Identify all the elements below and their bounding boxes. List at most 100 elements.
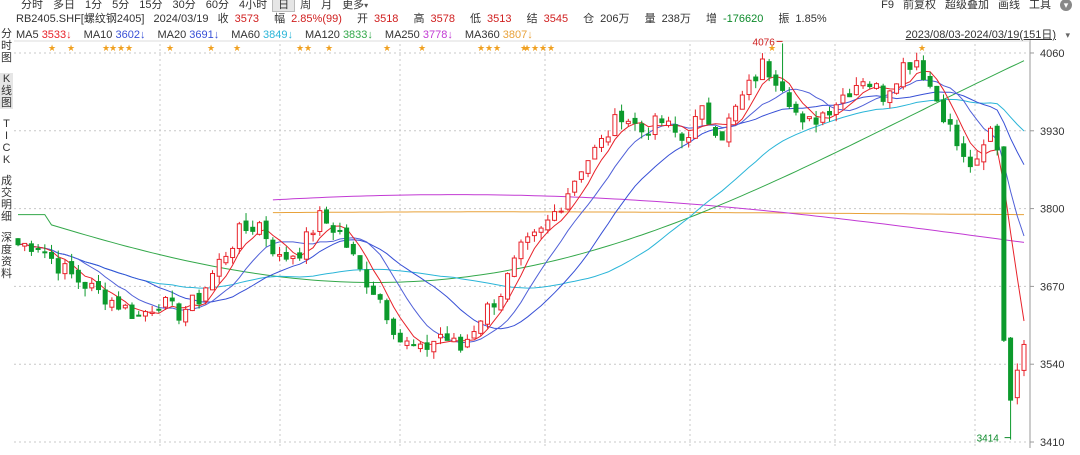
candle-body bbox=[766, 61, 772, 78]
tab-3[interactable]: 5分 bbox=[112, 0, 130, 11]
candle-body bbox=[283, 251, 289, 260]
candle-body bbox=[525, 236, 531, 243]
candle-body bbox=[196, 292, 202, 305]
candle-body bbox=[578, 171, 584, 180]
candle-body bbox=[712, 127, 718, 136]
period-tabs: 分时 多日 1分 5分 15分 30分 60分 4小时日周月更多▾ bbox=[16, 0, 373, 12]
candle-body bbox=[598, 137, 604, 148]
ma-legend-item: MA250 3778↓ bbox=[385, 29, 459, 41]
ma-name: MA20 bbox=[157, 29, 190, 41]
star-marker: ★ bbox=[117, 44, 125, 54]
low-field: 低 3513 bbox=[470, 13, 517, 25]
more-caret-icon: ▾ bbox=[364, 1, 369, 10]
candle-body bbox=[914, 60, 920, 68]
candle-body bbox=[109, 299, 115, 308]
drawing-button[interactable]: 画线 bbox=[998, 0, 1020, 11]
star-marker: ★ bbox=[383, 44, 391, 54]
candle-body bbox=[538, 227, 544, 233]
candle-body bbox=[438, 333, 444, 339]
candle-body bbox=[706, 102, 712, 125]
candle-body bbox=[458, 336, 464, 351]
tab-1[interactable]: 多日 bbox=[53, 0, 75, 11]
sidebar-item-0[interactable]: 分时图 bbox=[1, 28, 12, 64]
candle-body bbox=[116, 296, 122, 310]
candle-body bbox=[183, 308, 189, 323]
ma-name: MA120 bbox=[305, 29, 343, 41]
candle-body bbox=[404, 340, 410, 346]
tab-11[interactable]: 更多▾ bbox=[342, 0, 369, 11]
range-caret-icon[interactable]: ▾ bbox=[1065, 30, 1070, 40]
overlay-button[interactable]: 超级叠加 bbox=[945, 0, 989, 11]
star-marker: ★ bbox=[523, 44, 531, 54]
date-range[interactable]: 2023/08/03-2024/03/19(151日) bbox=[905, 29, 1056, 41]
candle-body bbox=[565, 193, 571, 210]
f9-button[interactable]: F9 bbox=[881, 0, 894, 11]
incr-label: 增 bbox=[705, 13, 717, 25]
candle-body bbox=[102, 289, 108, 305]
tab-6[interactable]: 60分 bbox=[205, 0, 229, 11]
max-label: 4076 bbox=[753, 37, 776, 48]
star-marker: ★ bbox=[207, 44, 215, 54]
tab-2[interactable]: 1分 bbox=[85, 0, 103, 11]
candle-body bbox=[1001, 146, 1007, 341]
candle-body bbox=[250, 226, 256, 232]
ma120-line bbox=[18, 60, 1025, 283]
candle-body bbox=[531, 231, 537, 237]
candle-body bbox=[377, 294, 383, 300]
ma-legend-item: MA360 3807↓ bbox=[465, 29, 539, 41]
candle-body bbox=[786, 92, 792, 107]
ma-value: 3691↓ bbox=[189, 29, 220, 41]
ma-legend: MA5 3533↓ MA10 3602↓ MA20 3691↓ MA60 3849↓ M… bbox=[16, 28, 545, 42]
tab-4[interactable]: 15分 bbox=[139, 0, 163, 11]
candle-body bbox=[337, 229, 343, 232]
candle-body bbox=[840, 94, 846, 104]
tab-0[interactable]: 分时 bbox=[21, 0, 43, 11]
y-tick-label: 3930 bbox=[1040, 126, 1064, 138]
amplitude-value: 1.85% bbox=[795, 13, 827, 25]
candle-body bbox=[981, 144, 987, 163]
oi-value: 206万 bbox=[600, 13, 630, 25]
candle-body bbox=[900, 62, 906, 88]
candle-body bbox=[806, 116, 812, 120]
ma-value: 3833↓ bbox=[342, 29, 373, 41]
candle-body bbox=[82, 281, 88, 289]
collapse-icon[interactable]: ▾ bbox=[1060, 0, 1072, 11]
candle-body bbox=[505, 273, 511, 300]
amplitude-label: 振 bbox=[778, 13, 790, 25]
candle-body bbox=[236, 223, 242, 249]
candle-body bbox=[619, 110, 625, 123]
tab-9[interactable]: 周 bbox=[300, 0, 312, 11]
candle-body bbox=[552, 211, 558, 221]
star-marker: ★ bbox=[547, 44, 555, 54]
candle-body bbox=[149, 311, 155, 314]
candle-body bbox=[987, 127, 993, 142]
candle-body bbox=[967, 156, 973, 168]
y-tick-label: 4060 bbox=[1040, 48, 1064, 60]
adjust-button[interactable]: 前复权 bbox=[903, 0, 936, 11]
tab-10[interactable]: 月 bbox=[321, 0, 333, 11]
star-marker: ★ bbox=[325, 44, 333, 54]
settle-label: 结 bbox=[526, 13, 538, 25]
volume-field: 量 238万 bbox=[645, 13, 697, 25]
candle-body bbox=[176, 303, 182, 321]
tab-7[interactable]: 4小时 bbox=[239, 0, 268, 11]
tab-5[interactable]: 30分 bbox=[172, 0, 196, 11]
candle-body bbox=[827, 110, 833, 116]
ma-name: MA5 bbox=[16, 29, 42, 41]
candle-body bbox=[632, 117, 638, 124]
tab-8[interactable]: 日 bbox=[272, 0, 296, 12]
candle-body bbox=[324, 209, 330, 224]
candle-body bbox=[464, 338, 470, 348]
candle-body bbox=[699, 105, 705, 120]
ma-legend-item: MA20 3691↓ bbox=[157, 29, 225, 41]
candle-body bbox=[431, 340, 437, 353]
tools-button[interactable]: 工具 bbox=[1029, 0, 1051, 11]
candle-body bbox=[350, 243, 356, 255]
candle-body bbox=[1014, 369, 1020, 399]
sidebar-item-3[interactable]: 成交明细 bbox=[1, 175, 12, 223]
sidebar-item-4[interactable]: 深度资料 bbox=[1, 232, 12, 280]
close-field: 收 3573 bbox=[218, 13, 265, 25]
candle-body bbox=[780, 81, 786, 91]
